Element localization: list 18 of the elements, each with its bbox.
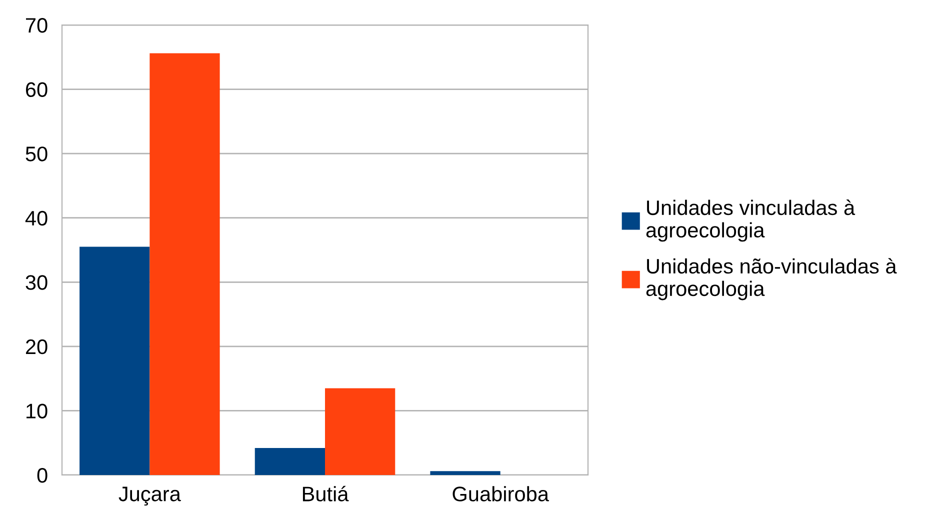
y-tick-label: 50 [26,146,48,162]
y-tick-label: 10 [26,404,48,418]
bar [325,388,396,475]
y-tick-label: 30 [26,275,48,290]
y-tick-label: 60 [26,82,48,98]
legend-label: Unidades não-vinculadas à agroecologia [646,258,897,300]
bar [80,246,150,475]
x-tick-label: Guabiroba [452,486,549,502]
y-tick-label: 0 [37,468,48,483]
y-tick-label: 20 [26,339,48,354]
y-tick-label: 40 [25,210,48,226]
bar [254,448,325,475]
bar [430,471,500,475]
x-tick-label: Butiá [302,486,349,502]
legend-label: Unidades vinculadas à agroecologia [646,200,856,242]
y-tick-label: 70 [26,18,48,33]
bar [150,53,220,475]
x-tick-label: Juçara [118,486,181,506]
